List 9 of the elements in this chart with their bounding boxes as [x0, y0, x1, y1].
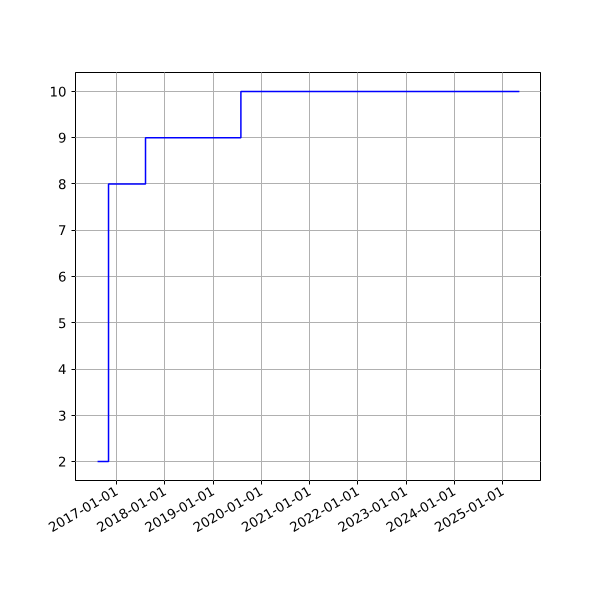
y-tick-label: 9 — [58, 132, 67, 147]
y-tick-label: 6 — [58, 270, 67, 286]
y-tick-label: 5 — [58, 316, 67, 332]
y-tick-label: 7 — [58, 224, 67, 240]
y-tick-label: 8 — [58, 178, 67, 193]
y-tick-label: 10 — [50, 85, 67, 100]
y-tick-label: 2 — [58, 456, 67, 471]
y-tick-label: 4 — [58, 363, 67, 378]
y-tick-label: 3 — [58, 409, 67, 424]
